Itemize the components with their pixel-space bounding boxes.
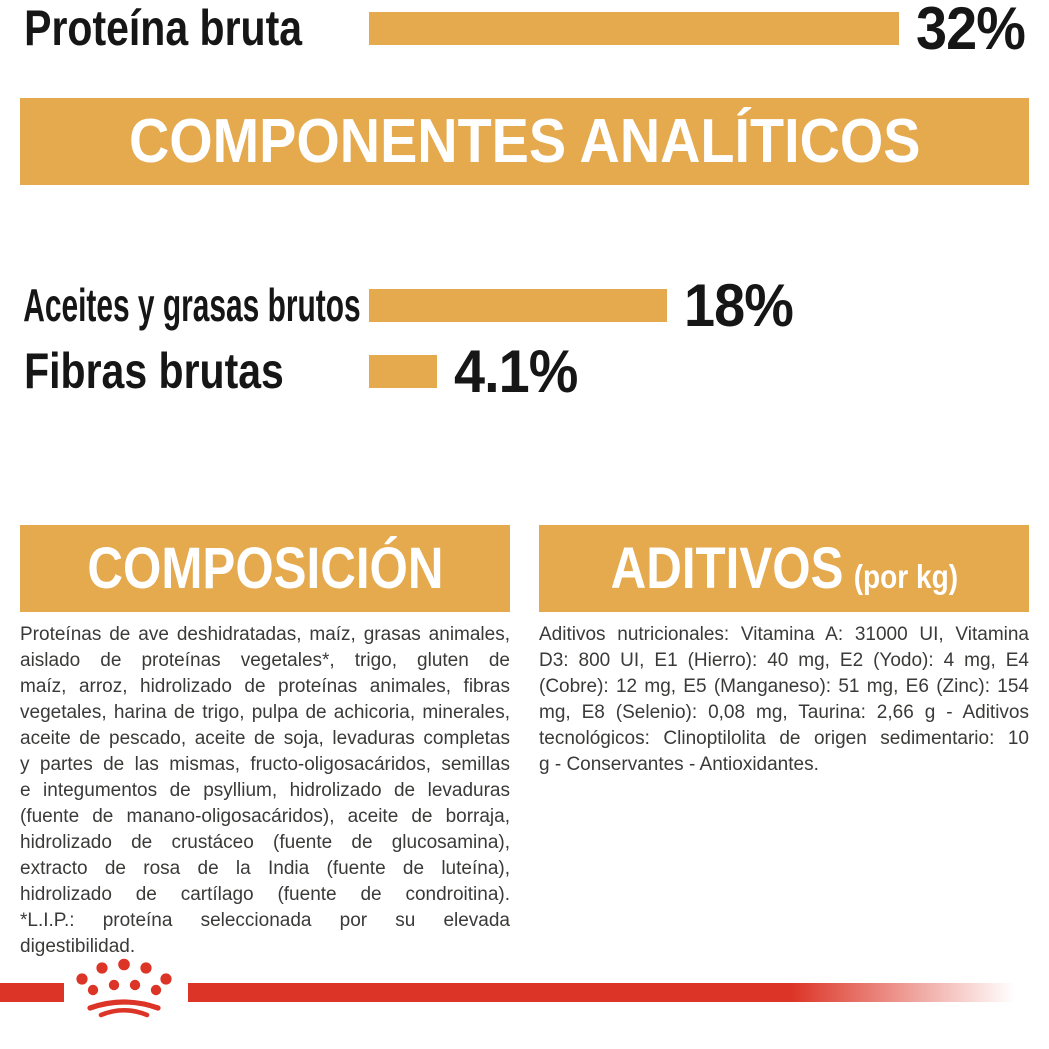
footer-red-stripe-right	[188, 983, 1049, 1002]
additives-header: ADITIVOS (por kg)	[539, 525, 1029, 612]
composition-text: Proteínas de ave deshidratadas, maíz, gr…	[20, 624, 510, 957]
bar-fibre	[369, 354, 437, 388]
footer-red-stripe-left	[0, 983, 64, 1002]
bar-row-fibre: Fibras brutas 4.1%	[20, 338, 587, 405]
composition-section: COMPOSICIÓN Proteínas de ave deshidratad…	[20, 525, 510, 960]
additives-title-suffix: (por kg)	[853, 558, 958, 595]
bar-row-protein: Proteína bruta 32%	[20, 0, 1033, 62]
bar-value-fibre: 4.1%	[454, 337, 578, 405]
bar-label-fats: Aceites y grasas brutos	[23, 279, 361, 331]
analytical-components-title: COMPONENTES ANALÍTICOS	[128, 107, 921, 176]
royal-canin-crown-icon	[76, 958, 172, 1018]
additives-title: ADITIVOS	[610, 536, 844, 601]
bar-protein	[369, 11, 899, 45]
bar-label-fibre: Fibras brutas	[24, 343, 284, 399]
additives-section: ADITIVOS (por kg) Aditivos nutricionales…	[539, 525, 1029, 778]
bar-row-fats: Aceites y grasas brutos 18%	[20, 272, 801, 339]
additives-text: Aditivos nutricionales: Vitamina A: 3100…	[539, 624, 1029, 775]
composition-header: COMPOSICIÓN	[20, 525, 510, 612]
analytical-components-header: COMPONENTES ANALÍTICOS	[20, 98, 1029, 185]
bar-fats	[369, 288, 667, 322]
bar-label-protein: Proteína bruta	[24, 0, 303, 56]
composition-title: COMPOSICIÓN	[86, 536, 444, 601]
bar-value-fats: 18%	[684, 271, 794, 339]
bar-value-protein: 32%	[916, 0, 1026, 62]
